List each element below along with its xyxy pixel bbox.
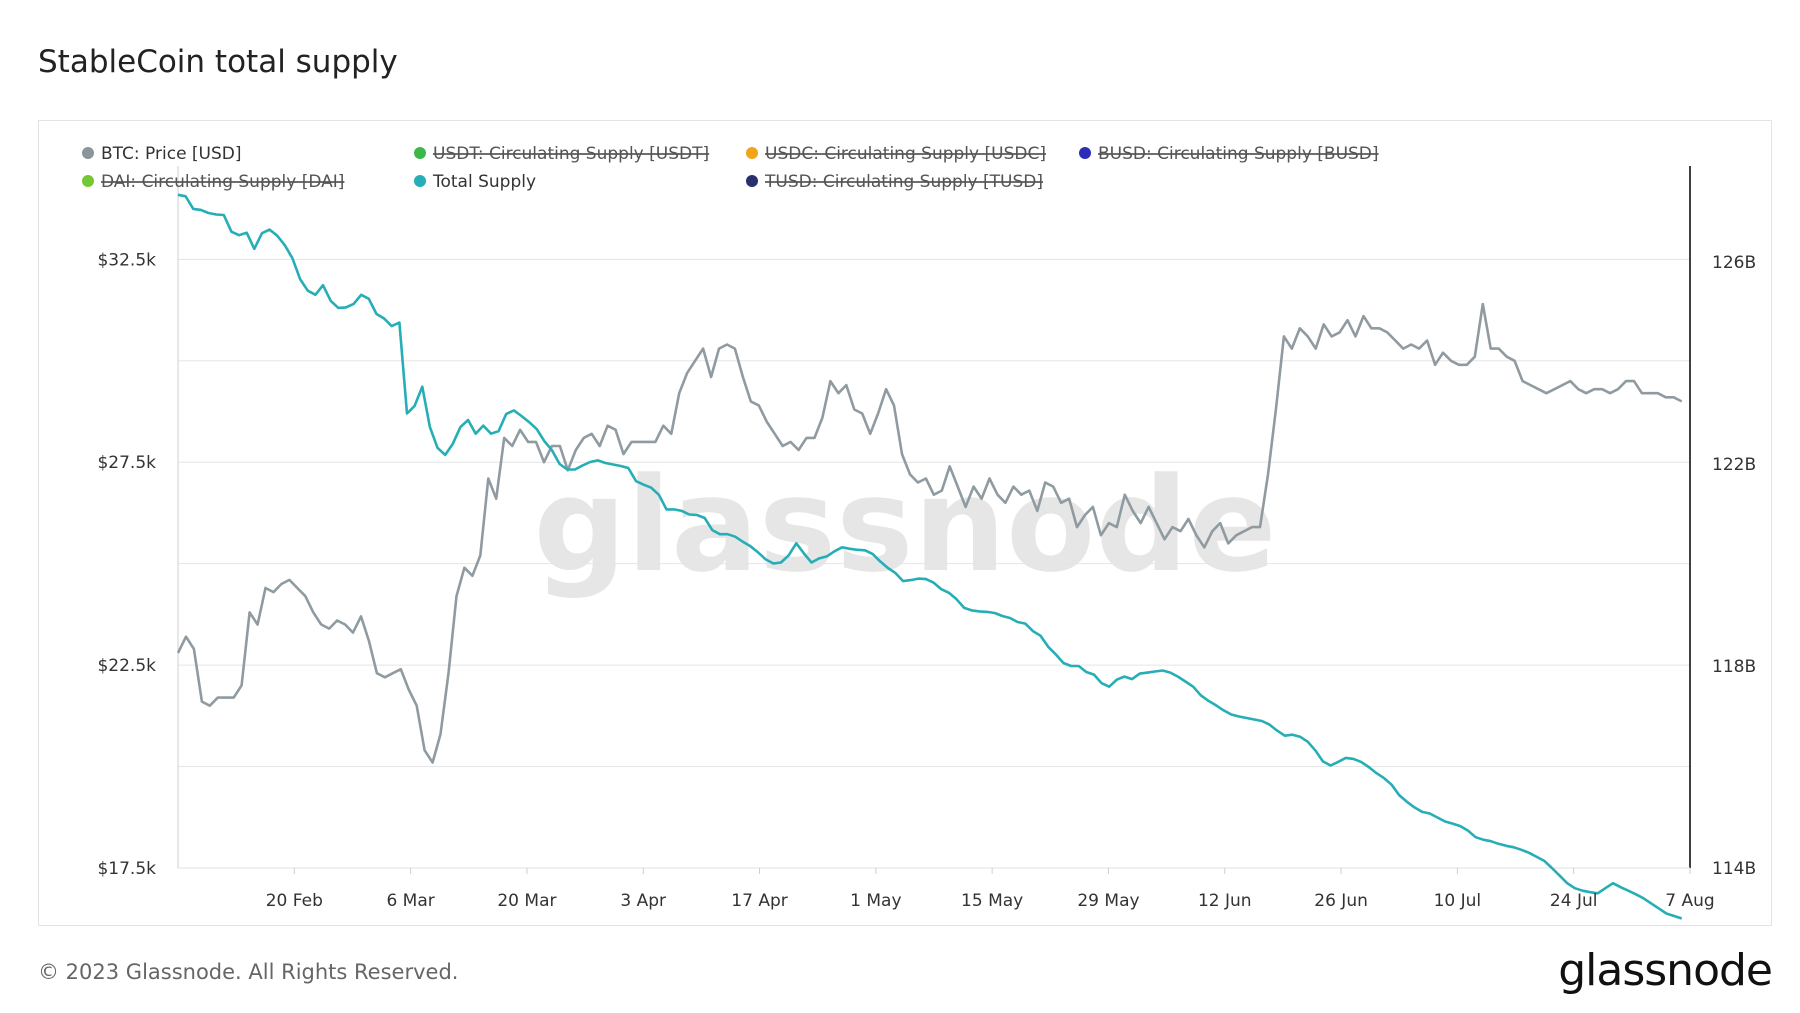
x-tick-label: 6 Mar	[386, 891, 434, 911]
y-left-axis-ticks: $32.5k $27.5k $22.5k $17.5k	[97, 250, 156, 879]
x-tick-label: 29 May	[1077, 891, 1139, 911]
legend-label: DAI: Circulating Supply [DAI]	[101, 172, 344, 192]
x-tick-label: 20 Mar	[497, 891, 556, 911]
x-tick-label: 17 Apr	[731, 891, 787, 911]
x-tick-label: 15 May	[961, 891, 1023, 911]
legend-swatch	[1079, 147, 1091, 159]
legend-item[interactable]: Total Supply	[414, 172, 536, 192]
legend-swatch	[82, 147, 94, 159]
legend-label: USDC: Circulating Supply [USDC]	[765, 144, 1046, 164]
y-left-tick-label: $27.5k	[97, 453, 156, 473]
y-left-tick-label: $32.5k	[97, 250, 156, 270]
x-tick-label: 26 Jun	[1314, 891, 1368, 911]
legend-item[interactable]: BTC: Price [USD]	[82, 144, 242, 164]
x-tick-label: 7 Aug	[1665, 891, 1714, 911]
btc-price-line[interactable]	[176, 302, 1683, 764]
legend-label: Total Supply	[432, 172, 536, 192]
legend-item[interactable]: BUSD: Circulating Supply [BUSD]	[1079, 144, 1379, 164]
y-left-tick-label: $22.5k	[97, 656, 156, 676]
y-right-axis-ticks: 126B 122B 118B 114B	[1712, 253, 1756, 879]
legend-label: BUSD: Circulating Supply [BUSD]	[1098, 144, 1379, 164]
y-right-tick-label: 122B	[1712, 455, 1756, 475]
x-tick-label: 24 Jul	[1550, 891, 1598, 911]
axes	[177, 166, 1691, 869]
x-tick-label: 3 Apr	[620, 891, 666, 911]
legend-swatch	[746, 147, 758, 159]
x-tick-label: 10 Jul	[1434, 891, 1482, 911]
x-tick-label: 12 Jun	[1198, 891, 1252, 911]
legend-swatch	[414, 175, 426, 187]
x-tick-label: 20 Feb	[266, 891, 323, 911]
legend-item[interactable]: TUSD: Circulating Supply [TUSD]	[746, 172, 1043, 192]
legend-item[interactable]: USDT: Circulating Supply [USDT]	[414, 144, 709, 164]
x-tick-label: 1 May	[850, 891, 901, 911]
x-axis-ticks: 20 Feb 6 Mar 20 Mar 3 Apr 17 Apr 1 May 15 May 2…	[266, 868, 1715, 911]
grid-lines	[178, 258, 1690, 869]
y-right-tick-label: 118B	[1712, 657, 1756, 677]
y-left-tick-label: $17.5k	[97, 859, 156, 879]
total-supply-line[interactable]	[177, 193, 1683, 920]
glassnode-logo[interactable]: glassnode	[1558, 945, 1773, 996]
series-lines	[176, 193, 1683, 920]
legend-swatch	[82, 175, 94, 187]
legend-label: BTC: Price [USD]	[101, 144, 242, 164]
chart-title: StableCoin total supply	[38, 44, 398, 80]
legend: BTC: Price [USD] USDT: Circulating Supply…	[82, 144, 1379, 192]
y-right-tick-label: 114B	[1712, 859, 1756, 879]
y-right-tick-label: 126B	[1712, 253, 1756, 273]
legend-swatch	[746, 175, 758, 187]
legend-item[interactable]: USDC: Circulating Supply [USDC]	[746, 144, 1046, 164]
chart-frame	[38, 120, 1772, 926]
legend-swatch	[414, 147, 426, 159]
legend-label: USDT: Circulating Supply [USDT]	[433, 144, 709, 164]
watermark-text: glassnode	[533, 449, 1276, 601]
legend-label: TUSD: Circulating Supply [TUSD]	[764, 172, 1043, 192]
legend-item[interactable]: DAI: Circulating Supply [DAI]	[82, 172, 344, 192]
copyright-text: © 2023 Glassnode. All Rights Reserved.	[38, 960, 459, 984]
